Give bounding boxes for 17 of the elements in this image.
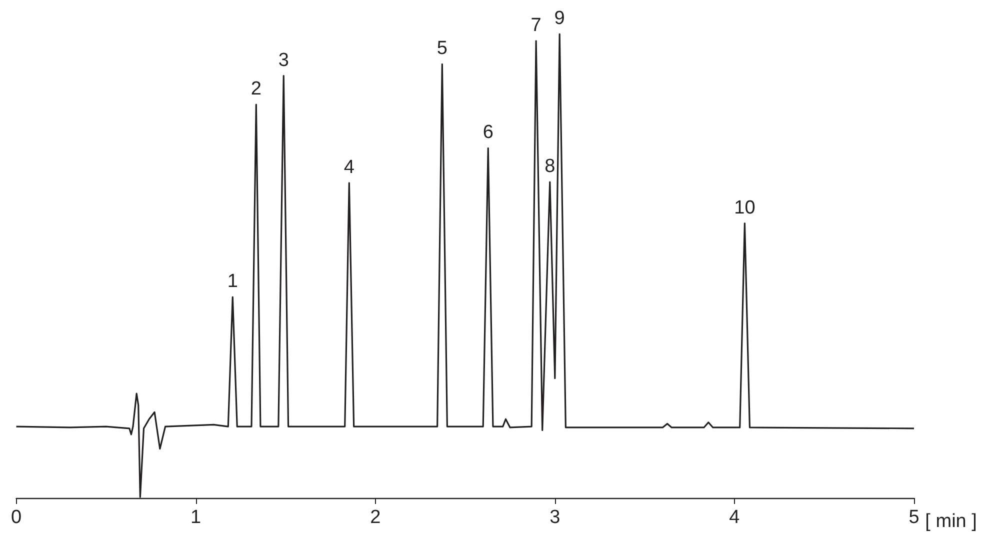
annotation: 4 <box>344 156 355 178</box>
x-tick-label: 1 <box>190 507 202 528</box>
annotation: 10 <box>734 197 756 218</box>
annotation: 3 <box>278 50 289 71</box>
x-tick-label: 5 <box>908 507 920 528</box>
x-tick-label: 4 <box>729 507 740 528</box>
annotation: 9 <box>554 8 565 29</box>
annotation: 5 <box>436 38 448 60</box>
x-tick-label: 2 <box>370 507 381 528</box>
x-tick-label: 0 <box>10 507 22 528</box>
annotation: 6 <box>482 122 494 144</box>
annotation: 8 <box>544 156 556 178</box>
annotation: 7 <box>530 14 542 36</box>
x-tick-label: 3 <box>550 507 560 528</box>
x-axis-title: [ min ] <box>925 511 977 532</box>
annotation: 1 <box>227 271 238 292</box>
annotation: 2 <box>250 78 262 100</box>
